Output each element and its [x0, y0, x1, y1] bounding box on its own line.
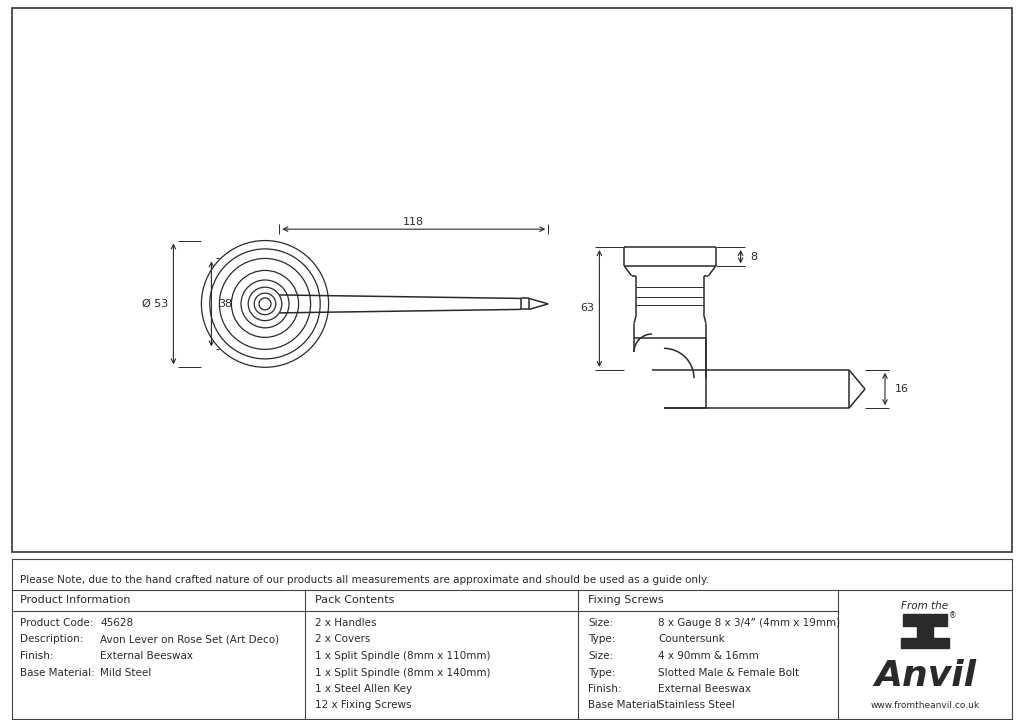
Text: External Beeswax: External Beeswax: [100, 651, 193, 661]
Text: Base Material:: Base Material:: [20, 667, 95, 678]
Text: 8: 8: [751, 252, 758, 261]
Text: Countersunk: Countersunk: [658, 634, 725, 644]
Polygon shape: [918, 626, 933, 638]
Text: Anvil: Anvil: [874, 659, 976, 693]
Text: 38: 38: [218, 299, 232, 309]
Text: 63: 63: [581, 304, 594, 313]
Text: Finish:: Finish:: [588, 684, 622, 694]
Text: www.fromtheanvil.co.uk: www.fromtheanvil.co.uk: [870, 701, 980, 711]
Text: 1 x Steel Allen Key: 1 x Steel Allen Key: [315, 684, 412, 694]
Text: Please Note, due to the hand crafted nature of our products all measurements are: Please Note, due to the hand crafted nat…: [20, 575, 709, 585]
Text: Product Information: Product Information: [20, 595, 130, 605]
Text: 1 x Split Spindle (8mm x 140mm): 1 x Split Spindle (8mm x 140mm): [315, 667, 490, 678]
Text: Pack Contents: Pack Contents: [315, 595, 394, 605]
Text: 45628: 45628: [100, 618, 133, 628]
Text: External Beeswax: External Beeswax: [658, 684, 751, 694]
Text: Size:: Size:: [588, 651, 613, 661]
Text: Slotted Male & Female Bolt: Slotted Male & Female Bolt: [658, 667, 799, 678]
Text: 12 x Fixing Screws: 12 x Fixing Screws: [315, 701, 412, 711]
Text: 2 x Handles: 2 x Handles: [315, 618, 377, 628]
Polygon shape: [901, 638, 949, 648]
Text: Size:: Size:: [588, 618, 613, 628]
Text: Product Code:: Product Code:: [20, 618, 93, 628]
Polygon shape: [903, 614, 947, 626]
Text: Finish:: Finish:: [20, 651, 53, 661]
Text: ®: ®: [949, 611, 956, 621]
Text: 2 x Covers: 2 x Covers: [315, 634, 371, 644]
Text: Type:: Type:: [588, 634, 615, 644]
Text: Avon Lever on Rose Set (Art Deco): Avon Lever on Rose Set (Art Deco): [100, 634, 280, 644]
Text: From the: From the: [901, 601, 948, 611]
Text: 118: 118: [403, 217, 424, 228]
Text: Ø 53: Ø 53: [142, 299, 169, 309]
Text: Description:: Description:: [20, 634, 83, 644]
Text: Mild Steel: Mild Steel: [100, 667, 152, 678]
Text: 4 x 90mm & 16mm: 4 x 90mm & 16mm: [658, 651, 759, 661]
Text: Fixing Screws: Fixing Screws: [588, 595, 664, 605]
Text: Stainless Steel: Stainless Steel: [658, 701, 735, 711]
Text: Type:: Type:: [588, 667, 615, 678]
Text: 8 x Gauge 8 x 3/4” (4mm x 19mm): 8 x Gauge 8 x 3/4” (4mm x 19mm): [658, 618, 840, 628]
Text: 16: 16: [895, 384, 909, 394]
Text: 1 x Split Spindle (8mm x 110mm): 1 x Split Spindle (8mm x 110mm): [315, 651, 490, 661]
Text: Base Material:: Base Material:: [588, 701, 663, 711]
